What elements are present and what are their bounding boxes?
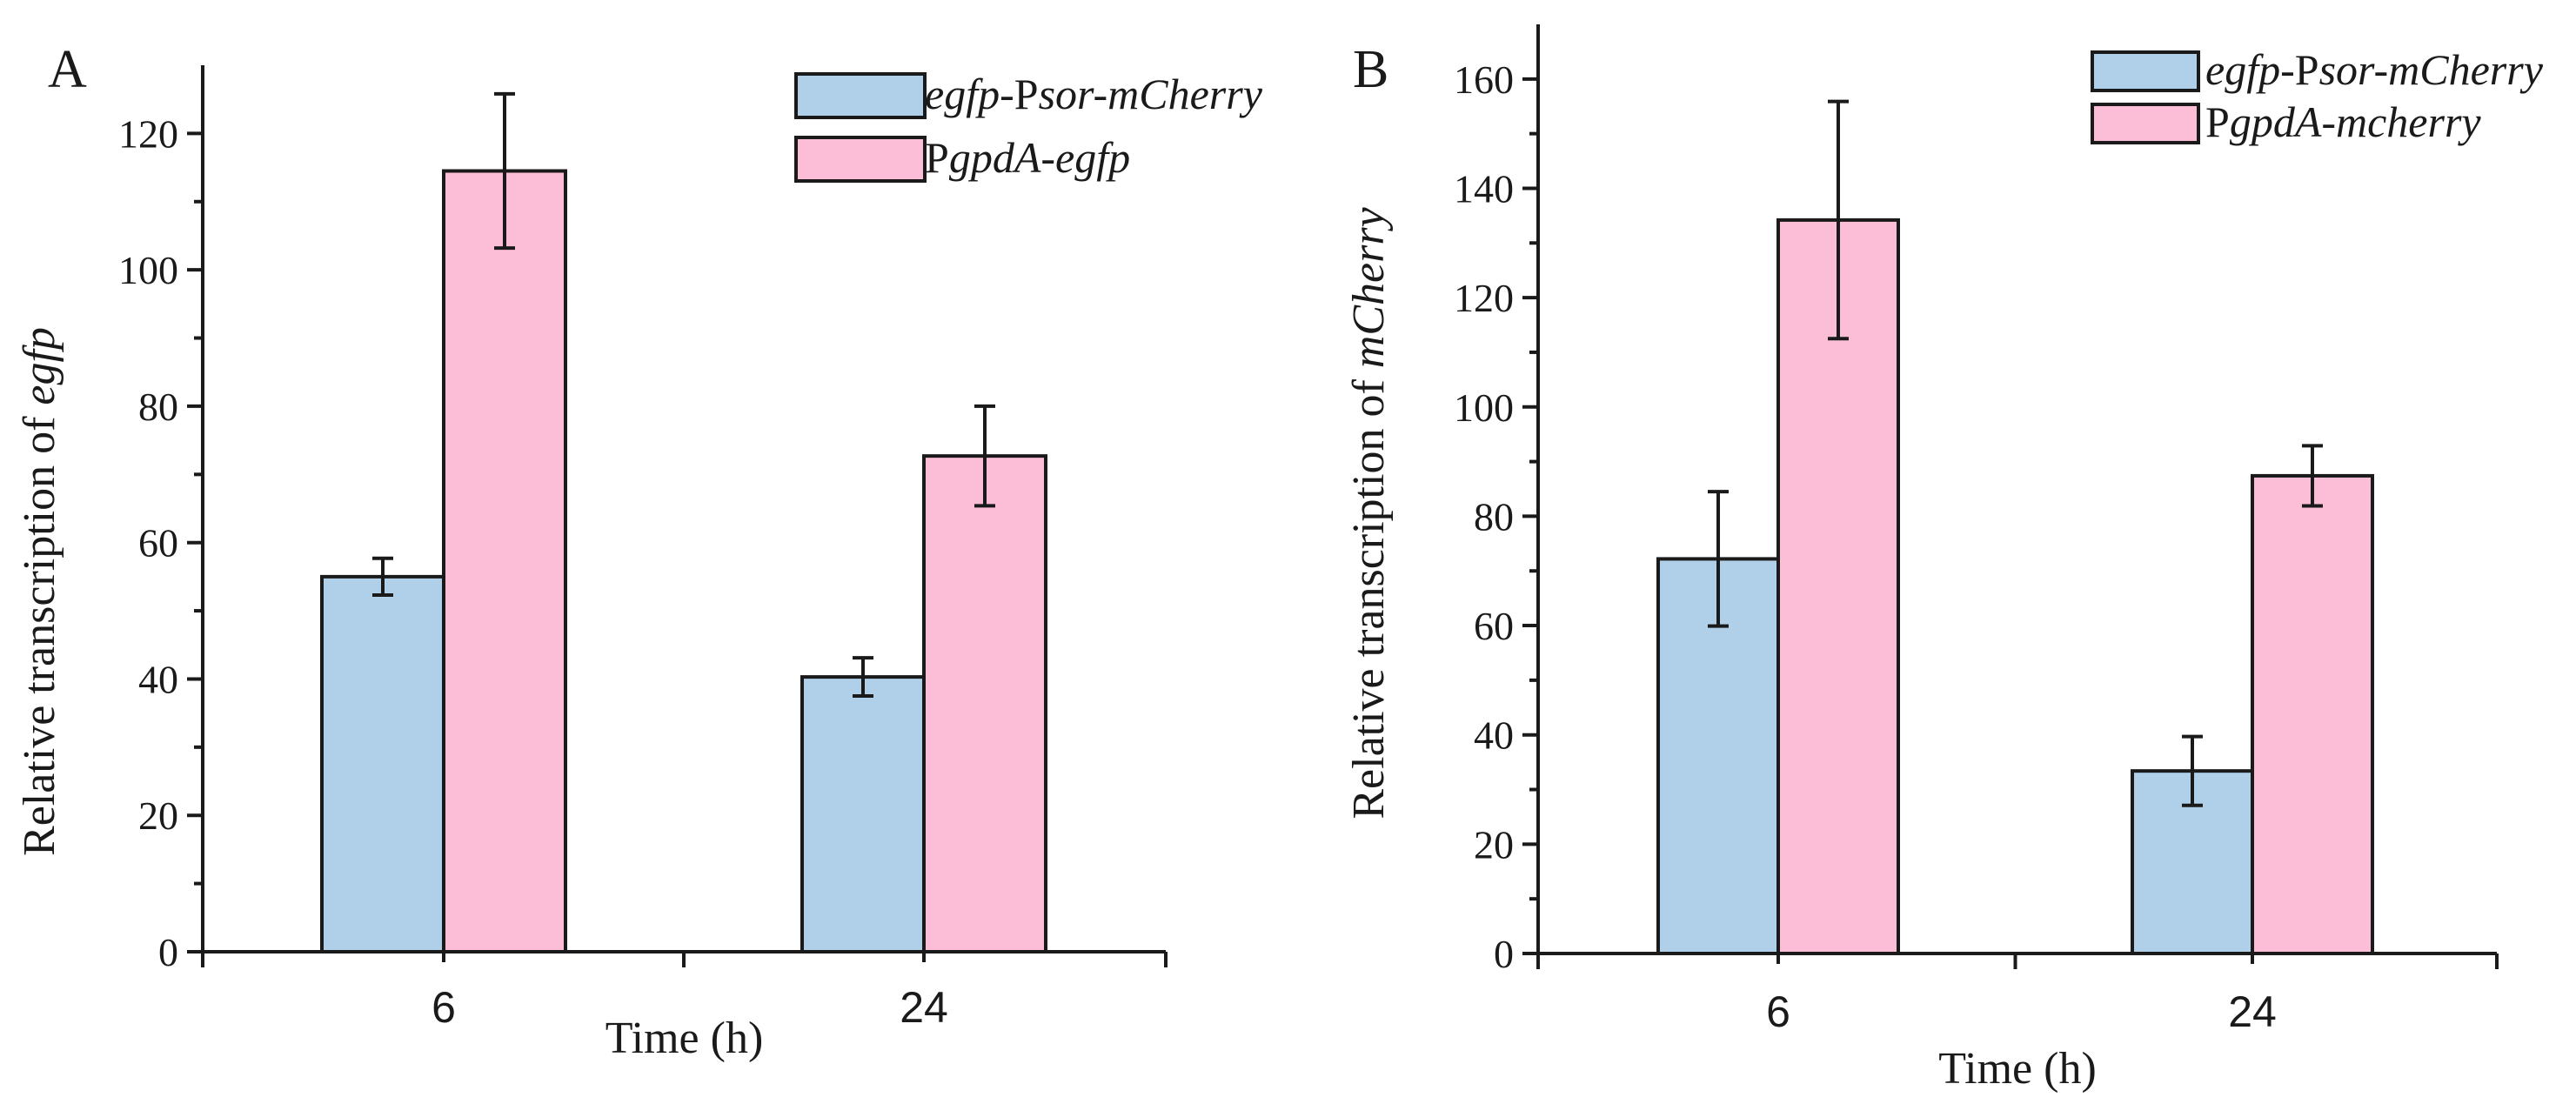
y-tick-label: 0 bbox=[158, 930, 178, 974]
bar bbox=[2251, 473, 2374, 955]
legend-label-part: gpdA-egfp bbox=[949, 133, 1130, 182]
y-tick-label: 100 bbox=[118, 248, 178, 292]
legend-label-part: sor-mCherry bbox=[1039, 70, 1263, 118]
bar bbox=[442, 169, 567, 953]
y-tick-label: 60 bbox=[1474, 604, 1514, 648]
x-tick-label: 6 bbox=[432, 983, 456, 1032]
bar bbox=[922, 454, 1047, 953]
legend-label-part: P bbox=[2205, 97, 2230, 146]
legend-label: egfp-Psor-mCherry bbox=[2205, 45, 2544, 94]
y-tick-label: 80 bbox=[1474, 494, 1514, 539]
legend-label: PgpdA-egfp bbox=[925, 133, 1130, 182]
bar bbox=[1776, 217, 1900, 955]
legend-label-part: egfp bbox=[925, 70, 1000, 118]
legend-label-part: -P bbox=[1000, 70, 1038, 118]
y-tick-label: 80 bbox=[138, 385, 178, 429]
y-tick-label: 60 bbox=[138, 521, 178, 565]
legend-label: egfp-Psor-mCherry bbox=[925, 70, 1263, 118]
y-tick-label: 160 bbox=[1454, 57, 1514, 102]
legend-swatch bbox=[2091, 103, 2200, 144]
y-tick-label: 40 bbox=[1474, 713, 1514, 758]
y-tick-label: 140 bbox=[1454, 166, 1514, 211]
legend-swatch bbox=[794, 72, 927, 119]
y-axis-label: Relative transcription of egfp bbox=[15, 327, 64, 856]
bar bbox=[320, 574, 445, 954]
x-tick-label: 24 bbox=[2228, 987, 2277, 1036]
y-tick-label: 100 bbox=[1454, 385, 1514, 430]
panel-a: A 0 20 40 60 80 100 120 6 24 Time (h) Relative tran… bbox=[15, 40, 1263, 1063]
y-axis-label-prefix: Relative transcription of bbox=[15, 405, 64, 856]
y-tick-label: 120 bbox=[118, 111, 178, 156]
x-tick-label: 6 bbox=[1766, 987, 1790, 1036]
legend-label-part: -P bbox=[2280, 45, 2318, 94]
y-tick-label: 20 bbox=[138, 793, 178, 838]
panel-label: B bbox=[1353, 40, 1388, 99]
legend-label-part: gpdA-mcherry bbox=[2230, 97, 2482, 146]
legend-swatch bbox=[794, 136, 927, 183]
y-axis-label-gene: egfp bbox=[15, 327, 64, 405]
panel-label: A bbox=[48, 40, 87, 99]
y-tick-label: 120 bbox=[1454, 276, 1514, 320]
bar bbox=[800, 675, 926, 953]
y-tick-label: 20 bbox=[1474, 822, 1514, 866]
y-axis-label-prefix: Relative transcription of bbox=[1344, 368, 1394, 819]
y-tick-label: 40 bbox=[138, 657, 178, 701]
legend-swatch bbox=[2091, 50, 2200, 92]
legend-label-part: P bbox=[925, 133, 949, 182]
panel-b: B 0 20 40 60 80 100 120 140 160 6 24 Time (h) Relativ… bbox=[1344, 24, 2544, 1094]
y-tick-label: 0 bbox=[1494, 932, 1514, 976]
y-axis-label: Relative transcription of mCherry bbox=[1344, 206, 1394, 819]
legend-label-part: sor-mCherry bbox=[2319, 45, 2544, 94]
y-axis-label-gene: mCherry bbox=[1344, 206, 1394, 368]
legend-label: PgpdA-mcherry bbox=[2205, 97, 2481, 146]
x-axis-label: Time (h) bbox=[606, 1014, 764, 1063]
legend-label-part: egfp bbox=[2205, 45, 2280, 94]
x-axis-label: Time (h) bbox=[1938, 1044, 2097, 1094]
x-tick-label: 24 bbox=[900, 983, 948, 1032]
